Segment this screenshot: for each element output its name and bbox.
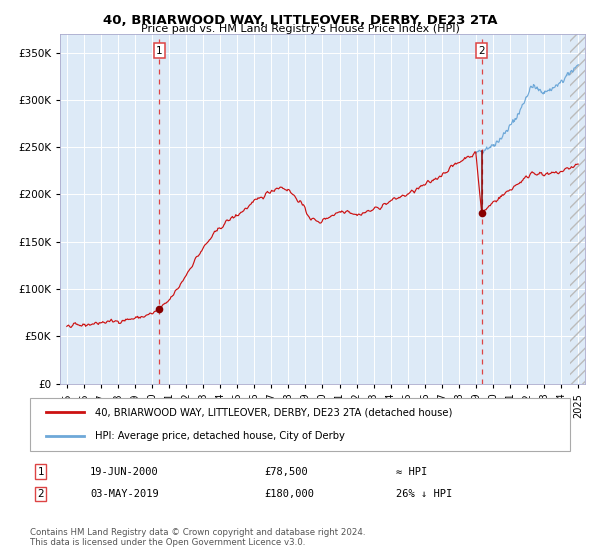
Text: Contains HM Land Registry data © Crown copyright and database right 2024.
This d: Contains HM Land Registry data © Crown c…: [30, 528, 365, 547]
Text: 03-MAY-2019: 03-MAY-2019: [90, 489, 159, 499]
Text: 26% ↓ HPI: 26% ↓ HPI: [396, 489, 452, 499]
Text: 1: 1: [156, 45, 163, 55]
Text: HPI: Average price, detached house, City of Derby: HPI: Average price, detached house, City…: [95, 431, 344, 441]
Text: 1: 1: [37, 466, 44, 477]
Text: 2: 2: [478, 45, 485, 55]
Text: £180,000: £180,000: [264, 489, 314, 499]
Text: Price paid vs. HM Land Registry's House Price Index (HPI): Price paid vs. HM Land Registry's House …: [140, 24, 460, 34]
Text: 40, BRIARWOOD WAY, LITTLEOVER, DERBY, DE23 2TA (detached house): 40, BRIARWOOD WAY, LITTLEOVER, DERBY, DE…: [95, 408, 452, 418]
FancyBboxPatch shape: [30, 398, 570, 451]
Text: 19-JUN-2000: 19-JUN-2000: [90, 466, 159, 477]
Bar: [569, 34, 587, 384]
Text: 2: 2: [37, 489, 44, 499]
Text: £78,500: £78,500: [264, 466, 308, 477]
Text: 40, BRIARWOOD WAY, LITTLEOVER, DERBY, DE23 2TA: 40, BRIARWOOD WAY, LITTLEOVER, DERBY, DE…: [103, 14, 497, 27]
Text: ≈ HPI: ≈ HPI: [396, 466, 427, 477]
